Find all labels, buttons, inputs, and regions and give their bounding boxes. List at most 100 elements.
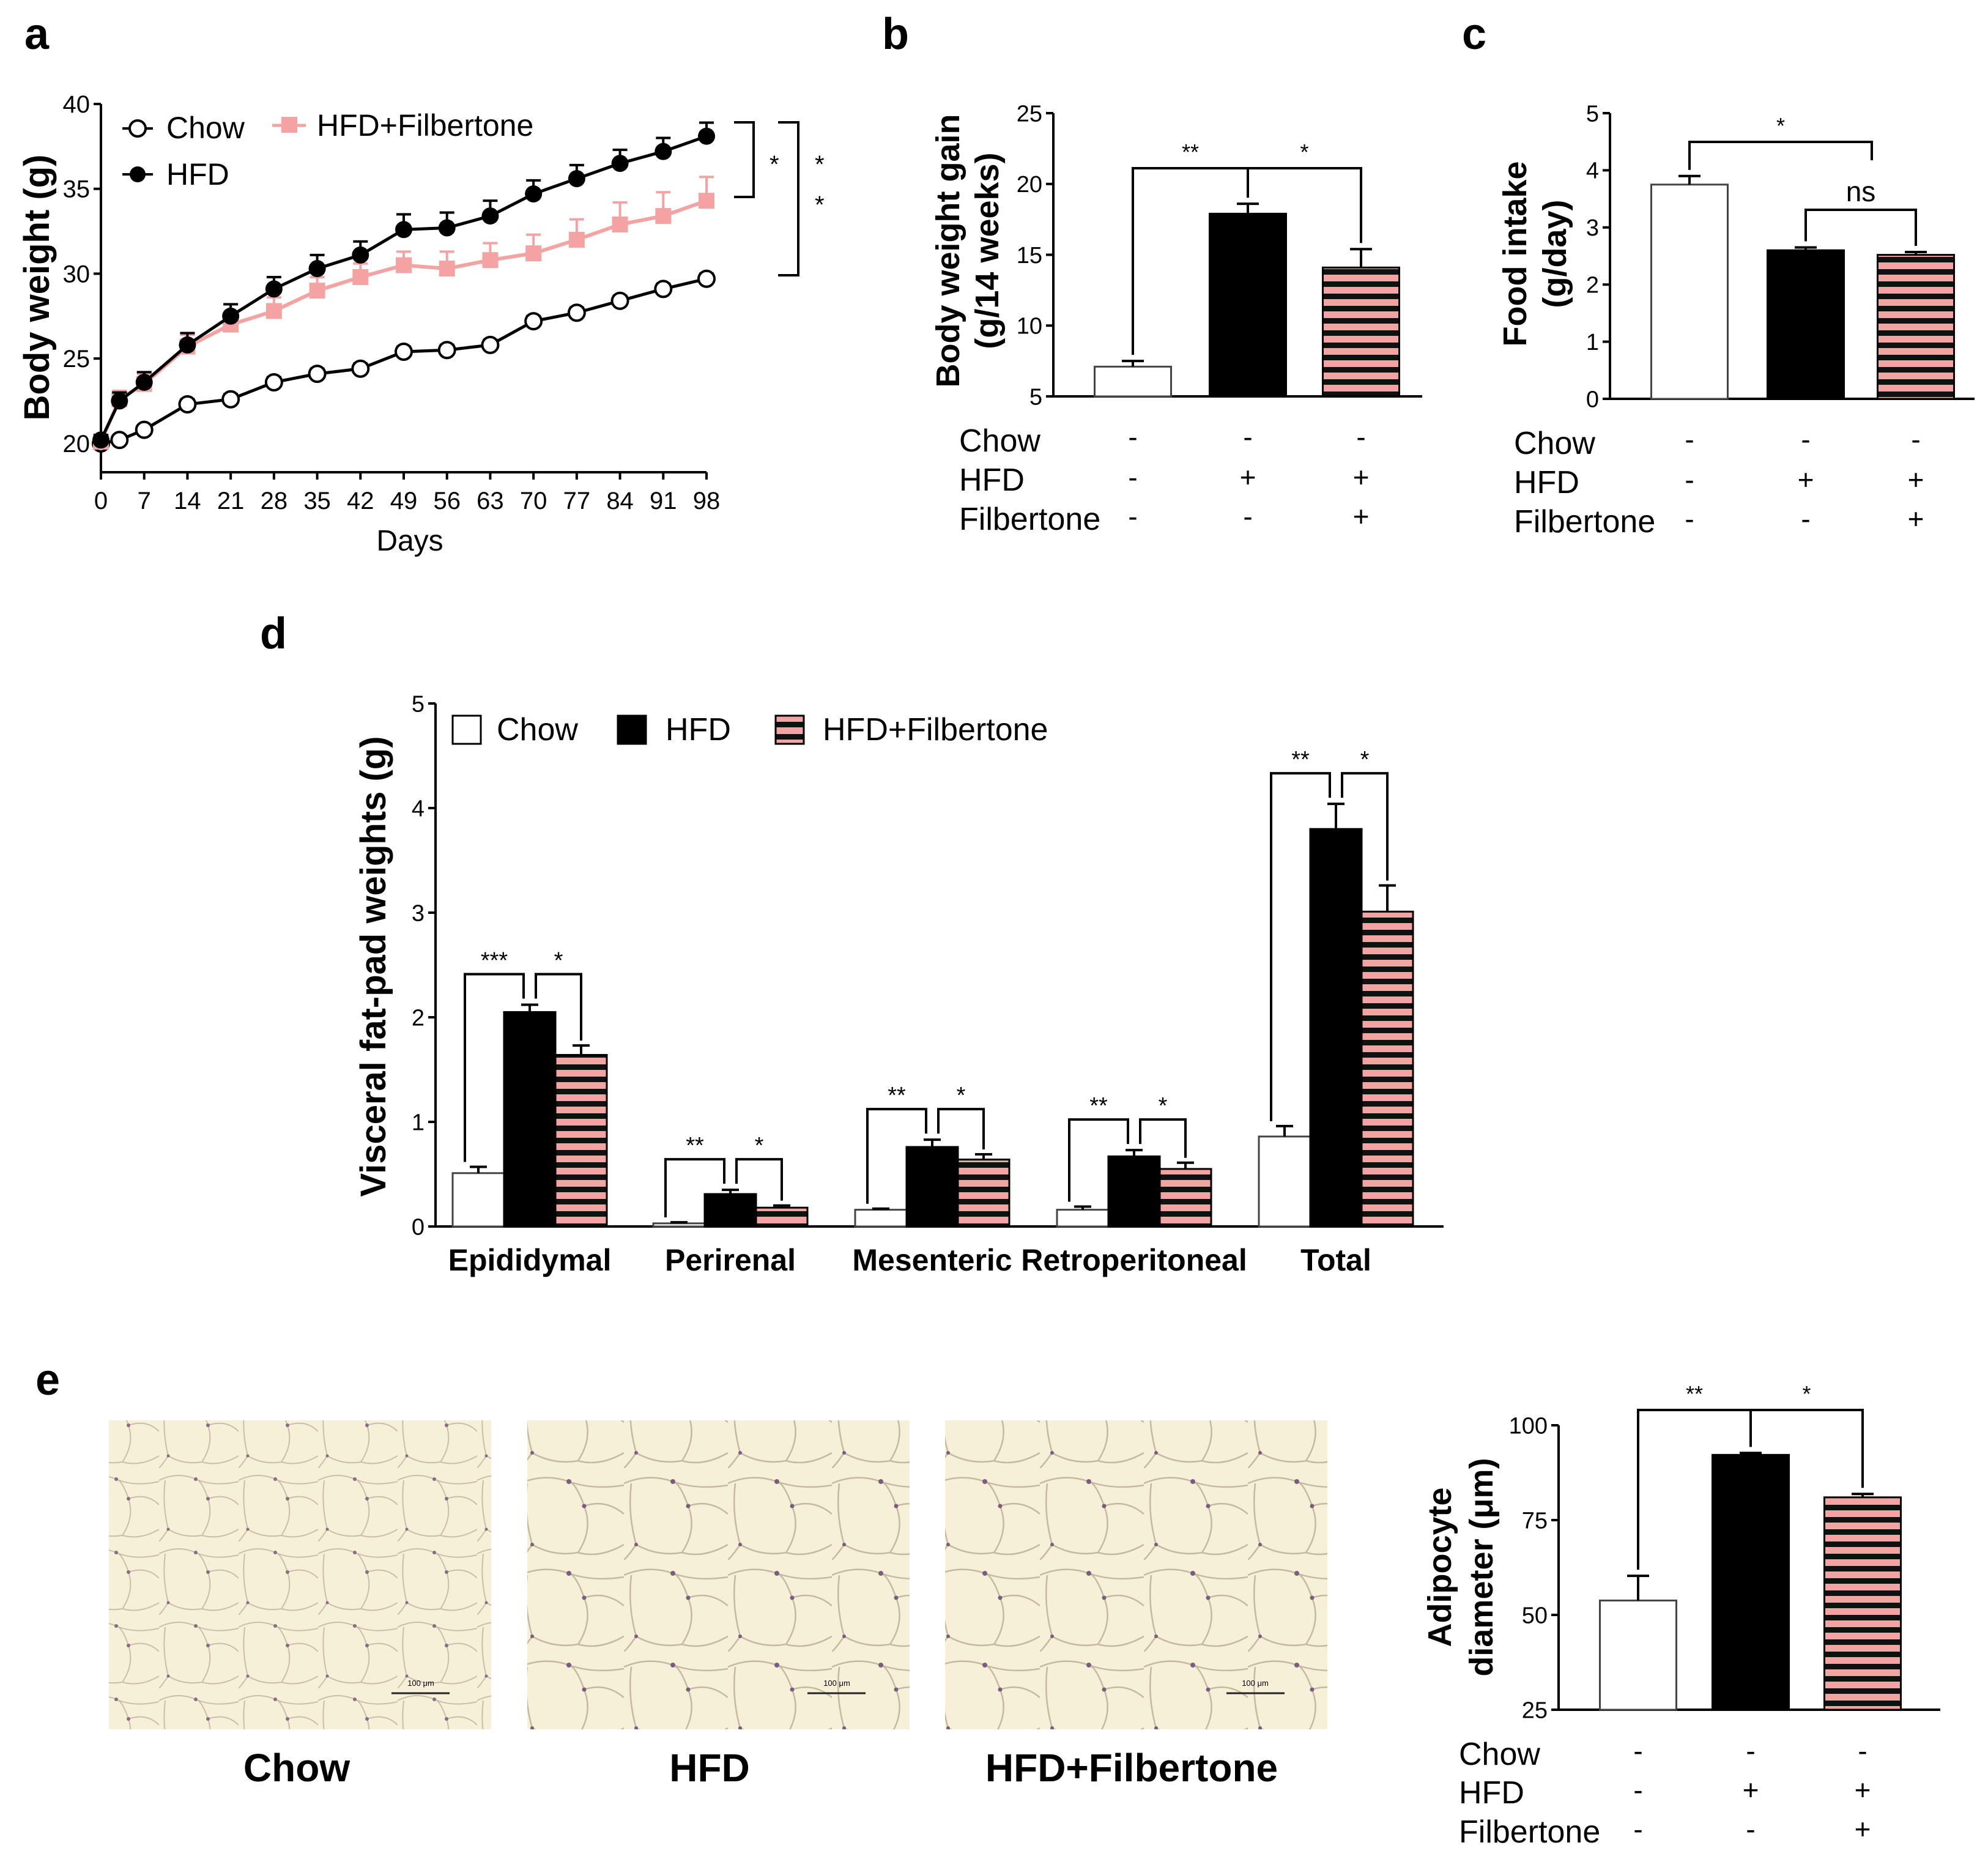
bar-chow-retroperitoneal [1056,1209,1110,1228]
cell: - [1633,1735,1642,1767]
significance-label: * [1802,1381,1811,1406]
significance-label: ** [888,1083,906,1108]
sig-star-hfd-filbertone: * [770,151,779,178]
point-chow [110,431,129,450]
category-label-total: Total [1300,1243,1371,1277]
sig-bracket-hfd-filbertone [734,121,755,198]
bar-hfd-perirenal [703,1193,757,1228]
point-filbertone [396,257,412,273]
significance-bracket [535,973,582,1041]
significance-bracket [1804,209,1917,246]
micrograph-label-chow: Chow [243,1746,350,1790]
panel-e-ytick-label: 100 [1509,1413,1548,1439]
legend-hfd-swatch [617,714,647,745]
row-label-hfd: HFD [959,462,1025,498]
panel-c-ytick-label: 1 [1586,330,1599,355]
point-hfd [395,221,412,239]
point-chow [264,373,283,391]
panel-e-y-label-line2: diameter (μm) [1463,1458,1500,1676]
sig-star-chow-hfd-1: * [815,151,825,178]
panel-a-xtick-label: 49 [390,488,418,514]
bar-chow [1650,184,1729,400]
bar-filbertone [1823,1496,1902,1711]
panel-d-ytick-label: 4 [412,796,425,822]
panel-a-ytick-label: 30 [63,261,91,288]
legend-hfd-marker [130,166,146,182]
legend-chow-label: Chow [497,712,578,748]
panel-label-b: b [882,10,909,59]
panel-e-ytick-label: 25 [1522,1697,1548,1723]
significance-label: * [1360,747,1370,773]
cell: - [1685,503,1694,535]
panel-e-treatment-table: Chow HFD Filbertone - - - - + + - - + [1459,1735,1871,1850]
panel-a-xtick-label: 98 [693,488,721,514]
panel-a-xtick-label: 35 [303,488,331,514]
cell: - [1243,500,1252,532]
cell: + [1353,500,1370,532]
series-line-hfd [99,135,707,441]
significance-label: ** [1291,747,1310,773]
panel-e-ytick-label: 50 [1522,1603,1548,1628]
bar-filbertone-perirenal [755,1206,809,1228]
point-filbertone [309,283,325,299]
bar-chow-mesenteric [854,1209,908,1228]
cell: + [1353,461,1370,493]
bar-chow [1599,1599,1677,1711]
panel-a-line-chart: Body weight (g) Days 20 25 30 35 40 0 7 14 21 28… [17,91,825,557]
bar-hfd [1767,249,1845,400]
point-filbertone [655,208,672,224]
panel-a-xtick-label: 42 [347,488,374,514]
bar-filbertone [1877,254,1955,400]
significance-bracket [1270,772,1331,1121]
point-filbertone [482,252,499,269]
micrograph-hfd [527,1420,910,1729]
point-chow [178,395,197,414]
row-label-filbertone: Filbertone [1514,504,1655,540]
significance-bracket [1688,141,1873,170]
panel-c-ytick-label: 3 [1586,215,1599,241]
panel-e-micrographs: 100 μm 100 μm 100 μm Chow HFD HFD+Filber… [109,1420,1327,1790]
panel-c-bar-chart: Food intake (g/day) 0 1 2 3 4 5 * ns Chow HFD … [1497,101,1975,540]
point-filbertone [439,261,455,277]
significance-label: ** [686,1133,704,1159]
panel-c-y-label-line1: Food intake [1497,161,1534,346]
legend-filbertone-label: HFD+Filbertone [317,108,533,143]
row-label-chow: Chow [959,423,1040,459]
cell: + [1240,461,1256,493]
row-label-chow: Chow [1514,426,1595,461]
bar-chow-perirenal [652,1222,706,1228]
micrograph-label-filbertone: HFD+Filbertone [985,1746,1278,1790]
panel-d-ytick-label: 2 [412,1005,425,1031]
point-chow [481,335,500,354]
panel-a-xtick-label: 21 [217,488,245,514]
panel-a-xtick-label: 84 [606,488,634,514]
point-filbertone [352,269,369,285]
bar-chow [1094,365,1172,398]
micrograph-chow [109,1420,491,1729]
panel-d-ytick-label: 0 [412,1214,425,1240]
bar-hfd [1209,212,1287,398]
panel-label-e: e [35,1356,60,1404]
panel-a-xtick-label: 63 [477,488,504,514]
point-hfd [698,127,715,145]
bar-chow-epididymal [451,1172,505,1228]
legend-hfd-label: HFD [166,157,229,191]
category-label-retroperitoneal: Retroperitoneal [1021,1243,1247,1277]
point-filbertone [568,231,585,248]
panel-c-ytick-label: 2 [1586,273,1599,299]
panel-a-legend: Chow HFD HFD+Filbertone [122,108,533,191]
panel-d-ytick-label: 3 [412,900,425,926]
panel-a-xtick-label: 0 [94,488,108,514]
panel-e-y-label-line1: Adipocyte [1422,1487,1458,1647]
panel-a-xtick-label: 91 [650,488,677,514]
significance-bracket [1068,1118,1129,1202]
point-filbertone [525,245,542,262]
cell: - [1633,1774,1642,1806]
cell: - [1801,503,1810,535]
panel-c-ytick-label: 4 [1586,158,1599,184]
panel-a-ytick-label: 20 [63,431,91,458]
scale-bar-label-chow: 100 μm [407,1679,434,1688]
significance-bracket [1139,1118,1187,1158]
